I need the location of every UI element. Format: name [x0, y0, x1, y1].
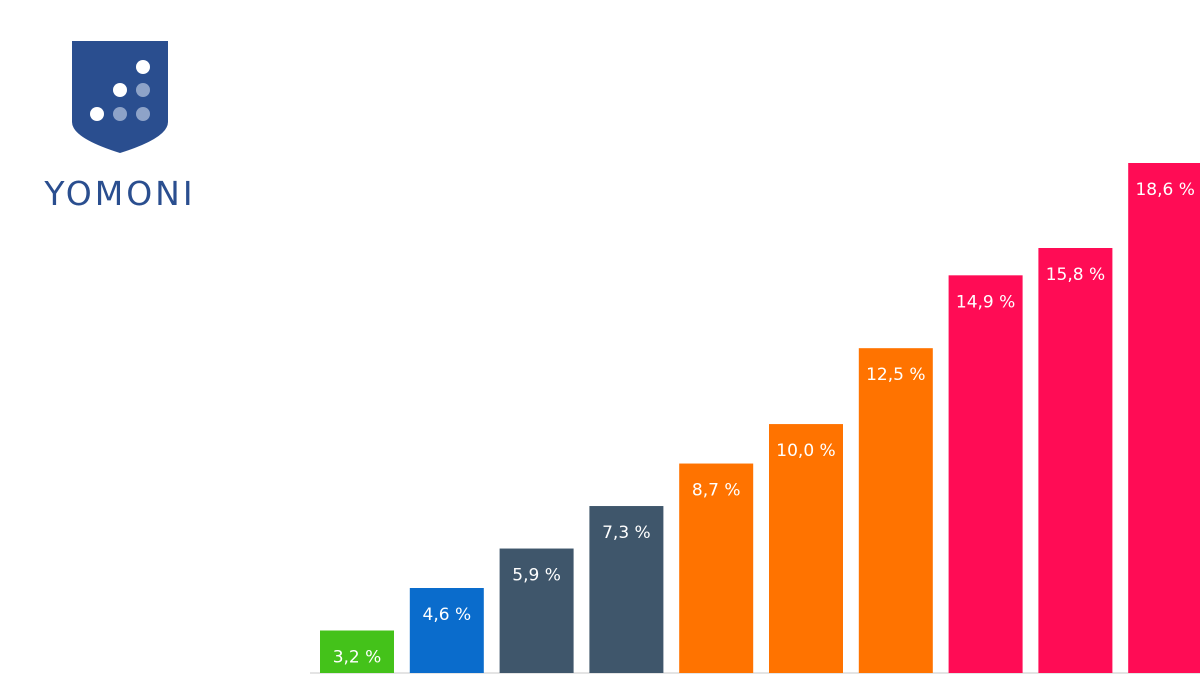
logo-dot: [113, 107, 127, 121]
logo-text: YOMONI: [43, 174, 195, 213]
logo-dot: [136, 83, 150, 97]
bar: [948, 275, 1023, 673]
value-label: 3,2 %: [333, 648, 382, 668]
logo-dot: [113, 83, 127, 97]
value-label: 10,0 %: [776, 441, 835, 461]
bar: [769, 424, 843, 673]
value-label: 12,5 %: [866, 365, 925, 385]
logo-dot: [136, 60, 150, 74]
logo: YOMONI: [43, 41, 195, 213]
bar: [499, 548, 574, 673]
bar: [320, 630, 394, 673]
value-label: 15,8 %: [1046, 265, 1105, 285]
bar: [1038, 248, 1113, 673]
value-label: 14,9 %: [956, 292, 1015, 312]
logo-dot: [136, 107, 150, 121]
bar: [1128, 163, 1200, 673]
bar: [858, 348, 933, 673]
bar: [589, 506, 664, 673]
bars: 3,2 % 4,6 % 5,9 % 7,3 % 8,7 % 10,0 % 12,5 % 14,…: [320, 163, 1200, 673]
bar: [679, 463, 754, 673]
bar: [409, 588, 484, 673]
logo-dot: [90, 107, 104, 121]
value-label: 18,6 %: [1135, 180, 1194, 200]
value-label: 7,3 %: [602, 523, 651, 543]
value-label: 8,7 %: [692, 481, 741, 501]
value-label: 4,6 %: [423, 605, 472, 625]
value-label: 5,9 %: [512, 566, 561, 586]
